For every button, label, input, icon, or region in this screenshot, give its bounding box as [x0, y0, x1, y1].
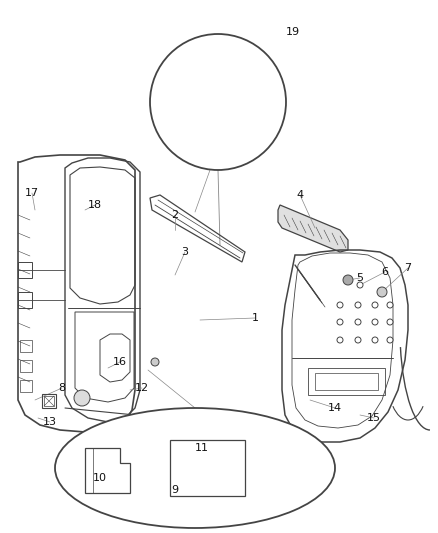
Circle shape	[337, 337, 343, 343]
Text: 15: 15	[367, 413, 381, 423]
Text: 3: 3	[181, 247, 188, 257]
Circle shape	[372, 319, 378, 325]
Circle shape	[355, 319, 361, 325]
Text: 19: 19	[286, 27, 300, 37]
Text: 8: 8	[58, 383, 66, 393]
Text: 12: 12	[135, 383, 149, 393]
Text: 4: 4	[297, 190, 304, 200]
Ellipse shape	[55, 408, 335, 528]
Text: 13: 13	[43, 417, 57, 427]
Circle shape	[387, 302, 393, 308]
Circle shape	[387, 319, 393, 325]
Circle shape	[151, 358, 159, 366]
Text: 17: 17	[25, 188, 39, 198]
Circle shape	[372, 337, 378, 343]
Circle shape	[337, 302, 343, 308]
Circle shape	[136, 452, 144, 460]
Circle shape	[140, 479, 146, 485]
Circle shape	[74, 390, 90, 406]
Circle shape	[372, 302, 378, 308]
Circle shape	[355, 337, 361, 343]
Circle shape	[150, 34, 286, 170]
Text: 1: 1	[251, 313, 258, 323]
Text: 6: 6	[381, 267, 389, 277]
Polygon shape	[278, 205, 348, 252]
Circle shape	[337, 319, 343, 325]
Circle shape	[147, 467, 153, 473]
Text: 16: 16	[113, 357, 127, 367]
Circle shape	[387, 337, 393, 343]
Text: 18: 18	[88, 200, 102, 210]
Text: 5: 5	[357, 273, 364, 283]
Circle shape	[343, 275, 353, 285]
Text: 2: 2	[171, 210, 179, 220]
Text: 11: 11	[195, 443, 209, 453]
Text: 7: 7	[404, 263, 412, 273]
Circle shape	[355, 302, 361, 308]
Text: 9: 9	[171, 485, 179, 495]
Circle shape	[357, 282, 363, 288]
Circle shape	[377, 287, 387, 297]
Text: 14: 14	[328, 403, 342, 413]
Text: 10: 10	[93, 473, 107, 483]
